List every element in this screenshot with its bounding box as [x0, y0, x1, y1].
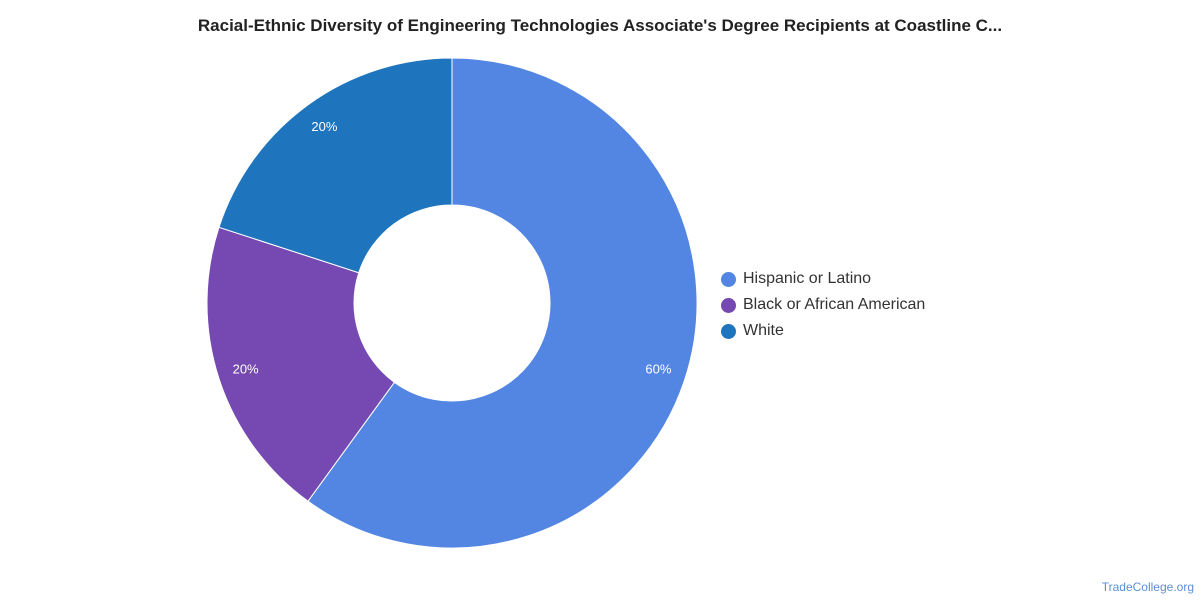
slice-white[interactable]: [218, 57, 453, 274]
slice-black-or-african-american[interactable]: [206, 226, 396, 502]
legend-swatch: [721, 323, 736, 339]
chart-title: Racial-Ethnic Diversity of Engineering T…: [197, 16, 1003, 35]
legend-label: Black or African American: [743, 296, 926, 313]
legend-label: Hispanic or Latino: [743, 270, 872, 287]
legend-label: White: [743, 322, 784, 339]
legend: Hispanic or Latino Black or African Amer…: [721, 266, 925, 344]
legend-item-black-or-african-american[interactable]: Black or African American: [721, 292, 925, 318]
watermark[interactable]: TradeCollege.org: [1101, 580, 1194, 594]
legend-swatch: [721, 297, 736, 313]
legend-item-white[interactable]: White: [721, 318, 925, 344]
slice-label-black-or-african-american: 20%: [233, 361, 259, 376]
legend-item-hispanic-or-latino[interactable]: Hispanic or Latino: [721, 266, 925, 292]
legend-swatch: [721, 271, 736, 287]
slice-label-hispanic-or-latino: 60%: [645, 361, 671, 376]
slice-hispanic-or-latino[interactable]: [307, 57, 698, 549]
slice-label-white: 20%: [311, 119, 337, 134]
